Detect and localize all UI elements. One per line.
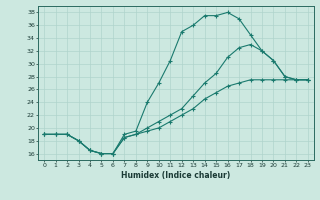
X-axis label: Humidex (Indice chaleur): Humidex (Indice chaleur) (121, 171, 231, 180)
